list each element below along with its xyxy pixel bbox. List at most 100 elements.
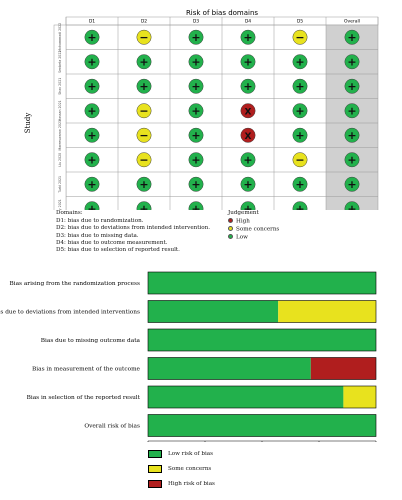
- judgement-symbol: −: [139, 129, 148, 142]
- judgement-low-icon: [344, 176, 360, 192]
- judgement-low-icon: [292, 54, 308, 70]
- bar-segment-low: [148, 300, 279, 323]
- judgement-symbol: +: [243, 178, 252, 191]
- judgement-symbol: +: [243, 80, 252, 93]
- judgement-low-icon: [240, 78, 256, 94]
- judgement-low-icon: [188, 103, 204, 119]
- judgement-low-icon: [240, 54, 256, 70]
- category-label: Bias in measurement of the outcome: [32, 367, 141, 373]
- bar-segment-low: [148, 386, 344, 408]
- judgement-symbol: −: [295, 153, 304, 166]
- judgement-low-icon: [84, 152, 100, 168]
- judgement-symbol: −: [295, 31, 304, 44]
- domains-legend-item: D1: bias due to randomization.: [56, 218, 144, 225]
- judgement-symbol: +: [347, 153, 356, 166]
- judgement-symbol: +: [347, 104, 356, 117]
- column-header: D1: [89, 19, 95, 25]
- judgement-symbol: −: [139, 104, 148, 117]
- some-concerns-swatch: [148, 465, 162, 473]
- judgement-legend-item-some: Some concerns: [228, 225, 280, 234]
- judgement-symbol: +: [295, 178, 304, 191]
- judgement-low-icon: [292, 103, 308, 119]
- domains-legend-item: D5: bias due to selection of reported re…: [56, 247, 180, 254]
- judgement-low-icon: [188, 127, 204, 143]
- bar-segment-high: [310, 357, 376, 380]
- high-dot-icon: [228, 218, 233, 224]
- judgement-low-icon: [292, 127, 308, 143]
- bar-outline: [147, 328, 377, 352]
- judgement-label: Low: [236, 234, 248, 241]
- judgement-symbol: +: [347, 178, 356, 191]
- bar-segment-low: [148, 414, 376, 437]
- study-label: Turki 2021: [58, 176, 62, 194]
- judgement-some-icon: [136, 103, 152, 119]
- judgement-symbol: +: [87, 104, 96, 117]
- judgement-low-icon: [188, 176, 204, 192]
- judgement-symbol: +: [191, 55, 200, 68]
- judgement-some-icon: [292, 152, 308, 168]
- judgement-symbol: +: [295, 55, 304, 68]
- category-label: Overall risk of bias: [84, 424, 140, 430]
- judgement-low-icon: [344, 29, 360, 45]
- judgement-low-icon: [84, 103, 100, 119]
- judgement-symbol: +: [243, 55, 252, 68]
- judgement-low-icon: [292, 201, 308, 210]
- judgement-low-icon: [344, 127, 360, 143]
- judgement-symbol: +: [347, 31, 356, 44]
- judgement-low-icon: [344, 103, 360, 119]
- judgement-symbol: +: [87, 31, 96, 44]
- column-header: D2: [141, 19, 147, 25]
- judgement-low-icon: [240, 176, 256, 192]
- judgement-low-icon: [292, 78, 308, 94]
- bar-legend-label: Some concerns: [168, 466, 212, 472]
- study-label: Senbeta 2022: [58, 51, 62, 73]
- judgement-low-icon: [188, 78, 204, 94]
- study-label: Mohammadi 2022: [58, 23, 62, 52]
- judgement-symbol: +: [295, 202, 304, 210]
- judgement-low-icon: [292, 176, 308, 192]
- study-label: Liu 2020: [58, 153, 62, 167]
- bar-segment-some: [278, 300, 376, 323]
- judgement-low-icon: [84, 54, 100, 70]
- study-label: Reddy 2021: [58, 199, 62, 210]
- domains-legend-title: Domains:: [56, 210, 83, 216]
- judgement-symbol: +: [87, 80, 96, 93]
- summary-bar-chart: Bias arising from the randomization proc…: [0, 271, 377, 442]
- judgement-symbol: +: [347, 80, 356, 93]
- column-header: D3: [193, 19, 199, 25]
- bar-segment-some: [343, 386, 376, 408]
- judgement-symbol: +: [243, 153, 252, 166]
- judgement-symbol: +: [139, 80, 148, 93]
- judgement-low-icon: [188, 29, 204, 45]
- judgement-symbol: +: [347, 55, 356, 68]
- judgement-low-icon: [344, 78, 360, 94]
- judgement-symbol: +: [295, 104, 304, 117]
- domains-legend-item: D2: bias due to deviations from intended…: [56, 225, 211, 232]
- bar-segment-low: [148, 357, 311, 380]
- bar-legend-label: High risk of bias: [168, 481, 215, 487]
- judgement-symbol: +: [191, 80, 200, 93]
- judgement-label: Some concerns: [236, 226, 280, 233]
- judgement-high-icon: [240, 127, 256, 143]
- judgement-low-icon: [188, 54, 204, 70]
- study-label: Hassan 2021: [58, 100, 62, 121]
- judgement-legend: Judgement High Some concerns Low: [228, 210, 279, 241]
- bar-legend-item-some: Some concerns: [148, 465, 215, 473]
- judgement-high-icon: [240, 103, 256, 119]
- traffic-light-plot: Risk of bias domains D1 D2 D3 D4 D5 Overall Moh…: [24, 9, 379, 210]
- judgement-symbol: +: [87, 129, 96, 142]
- high-swatch: [148, 480, 162, 488]
- judgement-symbol: +: [191, 104, 200, 117]
- judgement-low-icon: [344, 54, 360, 70]
- judgement-low-icon: [84, 201, 100, 210]
- judgement-low-icon: [84, 127, 100, 143]
- y-axis-label: Study: [24, 113, 32, 134]
- judgement-symbol: +: [191, 31, 200, 44]
- low-dot-icon: [228, 233, 233, 239]
- domains-legend-item: D4: bias due to outcome measurement.: [56, 239, 168, 246]
- bar-outline: [147, 414, 377, 437]
- judgement-symbol: +: [295, 80, 304, 93]
- judgement-legend-title: Judgement: [228, 210, 259, 216]
- domains-legend-item: D3: bias due to missing data.: [56, 232, 139, 239]
- judgement-legend-item-low: Low: [228, 233, 279, 242]
